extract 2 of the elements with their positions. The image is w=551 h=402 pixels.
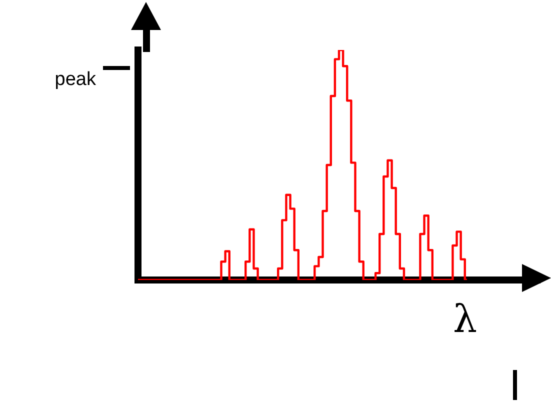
text: peak (54, 69, 96, 90)
x-axis-title: λ (452, 296, 478, 341)
